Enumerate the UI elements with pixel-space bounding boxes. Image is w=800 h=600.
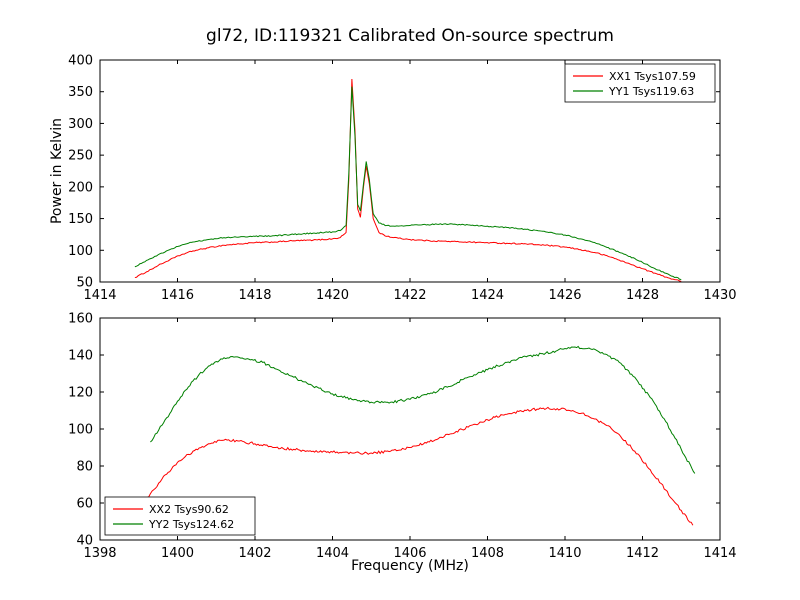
y-tick-label: 160 (68, 312, 93, 327)
y-tick-label: 50 (76, 276, 93, 291)
x-tick-label: 1420 (316, 288, 349, 303)
y-tick-label: 60 (76, 497, 93, 512)
series-line-xx2 (138, 406, 694, 526)
y-tick-label: 350 (68, 85, 93, 100)
x-tick-label: 1410 (548, 546, 581, 561)
x-tick-label: 1426 (548, 288, 581, 303)
x-tick-label: 1408 (471, 546, 504, 561)
x-tick-label: 1398 (83, 546, 116, 561)
legend: XX2 Tsys90.62 YY2 Tsys124.62 (104, 496, 256, 536)
y-tick-label: 100 (68, 423, 93, 438)
legend-entry-label: XX1 Tsys107.59 (609, 70, 696, 83)
y-tick-label: 140 (68, 349, 93, 364)
x-tick-label: 1412 (626, 546, 659, 561)
legend-entry-label: XX2 Tsys90.62 (149, 503, 229, 516)
legend-box (104, 496, 256, 536)
legend-entry-label: YY1 Tsys119.63 (608, 85, 694, 98)
y-tick-label: 150 (68, 212, 93, 227)
x-tick-label: 1404 (316, 546, 349, 561)
x-tick-label: 1422 (393, 288, 426, 303)
figure-title: gl72, ID:119321 Calibrated On-source spe… (206, 26, 614, 46)
y-axis-label-top: Power in Kelvin (49, 117, 65, 225)
x-axis-label-bottom: Frequency (MHz) (351, 558, 469, 574)
y-tick-label: 250 (68, 149, 93, 164)
series-line-yy1 (134, 86, 682, 280)
x-tick-label: 1424 (471, 288, 504, 303)
y-tick-label: 100 (68, 244, 93, 259)
x-tick-label: 1414 (83, 288, 116, 303)
x-tick-label: 1418 (238, 288, 271, 303)
subplot-1: 1414 1416 1418 1420 1422 1424 1426 1428 1430 50 10… (68, 54, 736, 304)
y-tick-label: 400 (68, 54, 93, 69)
x-tick-label: 1402 (238, 546, 271, 561)
x-tick-label: 1428 (626, 288, 659, 303)
legend: XX1 Tsys107.59 YY1 Tsys119.63 (564, 63, 716, 103)
series-line-yy2 (150, 345, 696, 474)
x-tick-label: 1416 (161, 288, 194, 303)
y-tick-label: 300 (68, 117, 93, 132)
x-tick-label: 1430 (703, 288, 736, 303)
y-tick-label: 120 (68, 386, 93, 401)
y-tick-label: 80 (76, 460, 93, 475)
x-tick-label: 1414 (703, 546, 736, 561)
legend-entry-label: YY2 Tsys124.62 (148, 518, 234, 531)
subplot-2: 1398 1400 1402 1404 1406 1408 1410 1412 1414 40 60… (68, 312, 736, 562)
y-tick-label: 40 (76, 534, 93, 549)
y-tick-label: 200 (68, 180, 93, 195)
series-line-xx1 (134, 78, 682, 282)
x-tick-label: 1406 (393, 546, 426, 561)
x-tick-label: 1400 (161, 546, 194, 561)
legend-box (564, 63, 716, 103)
